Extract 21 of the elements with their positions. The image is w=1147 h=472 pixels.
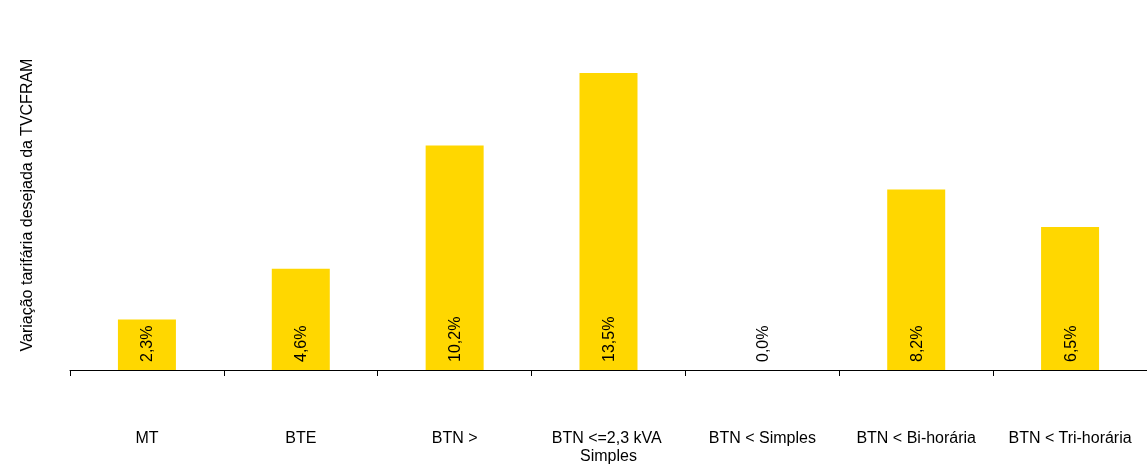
x-tick-label: MT	[135, 428, 159, 446]
x-tick-label: BTN < Tri-horária	[1008, 428, 1132, 446]
bar	[1041, 227, 1100, 370]
data-label: 4,6%	[292, 325, 310, 362]
x-tick-label: BTN < Simples	[708, 428, 816, 446]
data-label: 6,5%	[1061, 325, 1079, 362]
bar	[579, 73, 638, 370]
data-label: 13,5%	[600, 316, 617, 362]
bar	[271, 268, 330, 370]
y-axis-title: Variação tarifária desejada da TVCFRAM	[17, 58, 35, 352]
data-label: 2,3%	[138, 325, 156, 362]
bar	[887, 189, 946, 370]
bar	[117, 319, 176, 370]
bar	[425, 145, 484, 370]
data-label: 10,2%	[446, 316, 464, 362]
data-label: 8,2%	[907, 325, 925, 362]
x-tick-label: BTN <=2,3 kVA Simples	[551, 428, 666, 464]
data-label: 0,0%	[753, 325, 771, 362]
x-tick-label: BTN >	[431, 428, 478, 446]
x-tick-label: BTN < Bi-horária	[856, 428, 977, 446]
x-tick-label: BTE	[285, 428, 317, 446]
